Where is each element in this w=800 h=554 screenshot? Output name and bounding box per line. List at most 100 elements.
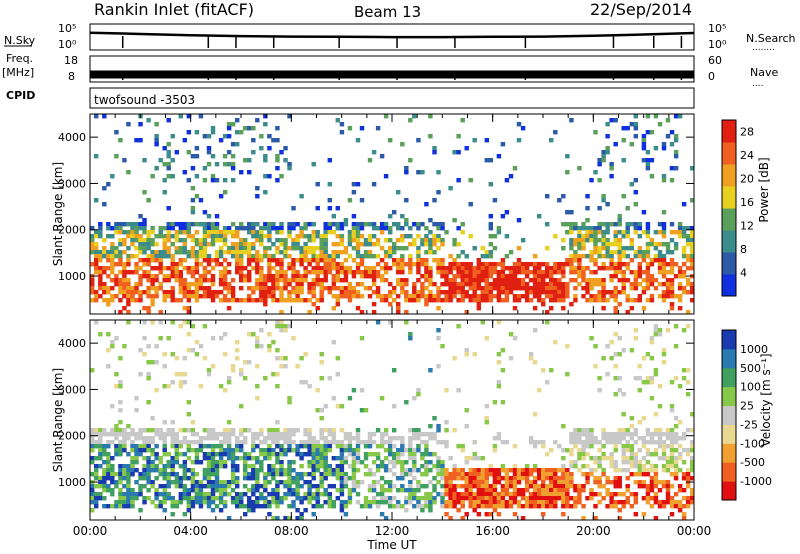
velocity-cell (279, 496, 284, 501)
velocity-cell (396, 448, 401, 453)
velocity-cell (106, 484, 111, 489)
power-cell (561, 306, 566, 311)
power-cell (146, 294, 151, 299)
power-cell (182, 266, 188, 271)
velocity-cell (102, 460, 107, 465)
velocity-cell (98, 428, 103, 433)
velocity-cell (440, 440, 445, 445)
velocity-cell (464, 408, 469, 413)
velocity-cell (488, 464, 494, 469)
velocity-cell (154, 432, 159, 437)
velocity-cell (178, 476, 184, 481)
velocity-cell (472, 484, 477, 489)
velocity-cell (110, 404, 115, 409)
velocity-cell (162, 448, 167, 453)
power-cell (202, 270, 208, 275)
velocity-cell (138, 476, 143, 481)
velocity-cell (210, 452, 216, 457)
power-cell (214, 258, 220, 263)
power-cell (198, 114, 204, 119)
velocity-cell (416, 500, 421, 505)
velocity-cell (166, 460, 171, 465)
power-cell (371, 278, 377, 283)
power-cell (126, 262, 131, 267)
power-cell (516, 282, 522, 287)
power-cell (553, 294, 558, 299)
velocity-cell (210, 428, 216, 433)
velocity-cell (303, 480, 308, 485)
power-cell (142, 226, 147, 231)
power-cell (239, 266, 244, 271)
velocity-cell (230, 480, 236, 485)
power-cell (194, 270, 200, 275)
velocity-cell (251, 476, 256, 481)
power-cell (557, 270, 562, 275)
power-cell (496, 286, 502, 291)
power-cbar-swatch (722, 208, 736, 231)
power-cell (323, 242, 328, 247)
velocity-cell (90, 488, 95, 493)
velocity-cell (613, 392, 618, 397)
velocity-cell (613, 332, 618, 337)
power-cell (190, 238, 196, 243)
power-cell (653, 246, 659, 251)
power-cell (432, 146, 437, 151)
power-cell (263, 290, 268, 295)
velocity-cell (114, 384, 119, 389)
velocity-cell (186, 504, 192, 509)
velocity-cell (657, 444, 663, 449)
power-cell (259, 242, 264, 247)
power-cell (440, 270, 445, 275)
velocity-cell (408, 492, 413, 497)
velocity-cell (230, 476, 236, 481)
velocity-cell (134, 436, 139, 441)
velocity-cell (589, 492, 594, 497)
power-cell (396, 262, 401, 267)
power-cell (669, 278, 675, 283)
velocity-cell (319, 492, 324, 497)
velocity-cell (255, 340, 260, 345)
velocity-cell (218, 480, 224, 485)
velocity-cell (263, 452, 268, 457)
power-cell (404, 170, 409, 175)
power-cell (472, 278, 477, 283)
power-cell (347, 294, 353, 299)
power-cell (488, 158, 494, 163)
power-cell (206, 258, 212, 263)
power-cell (541, 286, 546, 291)
power-cbar-tick: 4 (740, 267, 747, 280)
power-cell (641, 290, 647, 295)
power-cell (396, 302, 401, 307)
power-cell (504, 298, 510, 303)
velocity-cell (239, 448, 244, 453)
power-cell (335, 302, 341, 307)
power-cell (170, 234, 175, 239)
power-cell (190, 166, 196, 171)
power-cell (351, 222, 357, 227)
power-cell (178, 278, 184, 283)
velocity-cell (484, 420, 490, 425)
power-cell (537, 294, 542, 299)
velocity-cell (464, 348, 469, 353)
velocity-cell (327, 504, 333, 509)
power-cell (178, 282, 184, 287)
power-cell (669, 286, 675, 291)
velocity-cell (512, 444, 518, 449)
velocity-cell (146, 440, 151, 445)
velocity-cell (492, 480, 498, 485)
power-cell (275, 286, 280, 291)
power-cell (613, 274, 618, 279)
power-cell (609, 222, 614, 227)
power-cell (162, 162, 167, 167)
velocity-cell (263, 504, 268, 509)
power-cell (589, 250, 594, 255)
power-cell (537, 270, 542, 275)
power-cell (621, 234, 626, 239)
power-cell (645, 286, 651, 291)
velocity-cell (545, 488, 550, 493)
velocity-cell (275, 472, 280, 477)
power-cell (182, 286, 188, 291)
power-cell (633, 134, 639, 139)
power-cell (218, 262, 224, 267)
power-cell (488, 270, 494, 275)
